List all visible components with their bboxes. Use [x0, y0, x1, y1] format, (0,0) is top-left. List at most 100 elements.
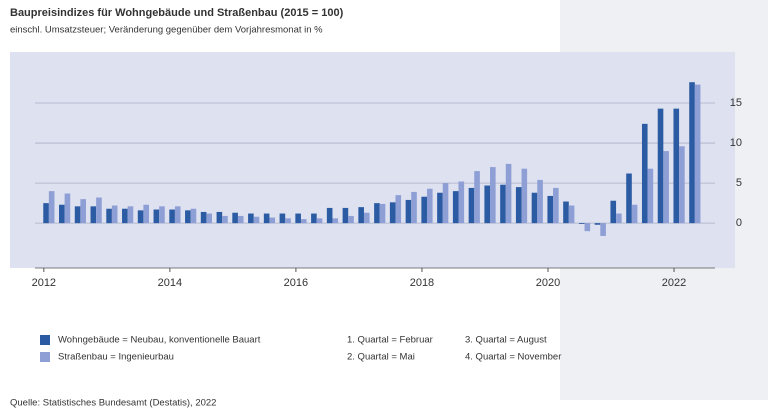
- bar: [694, 84, 701, 224]
- bar: [553, 187, 559, 224]
- bar: [689, 82, 695, 224]
- bar: [206, 213, 213, 224]
- bar: [594, 223, 601, 225]
- bar: [59, 204, 65, 224]
- bar: [279, 213, 286, 224]
- bar: [452, 191, 459, 224]
- bar: [185, 210, 191, 224]
- bar: [679, 146, 685, 224]
- bar: [531, 192, 538, 224]
- bar: [631, 204, 638, 224]
- x-tick-label: 2020: [536, 277, 560, 289]
- bar: [537, 179, 543, 224]
- bar: [159, 206, 165, 224]
- bar: [515, 187, 522, 224]
- legend-label: Straßenbau = Ingenieurbau: [58, 352, 174, 363]
- bar: [610, 200, 617, 224]
- bar: [426, 188, 433, 224]
- bar: [395, 195, 402, 224]
- bar: [600, 223, 606, 236]
- note: 1. Quartal = Februar: [347, 335, 433, 346]
- bar: [200, 211, 207, 224]
- bar: [474, 171, 480, 224]
- note: 3. Quartal = August: [465, 335, 547, 346]
- bar: [332, 218, 339, 224]
- bar: [500, 184, 506, 224]
- bar: [342, 207, 349, 224]
- bar: [568, 205, 575, 224]
- bar: [74, 206, 81, 224]
- x-tick-label: 2018: [410, 277, 434, 289]
- legend-swatch: [40, 352, 50, 362]
- bar: [300, 219, 307, 224]
- bar: [316, 218, 323, 224]
- bar: [547, 195, 554, 224]
- bar: [174, 206, 181, 224]
- chart-subtitle: einschl. Umsatzsteuer; Veränderung gegen…: [10, 25, 323, 36]
- x-tick-label: 2012: [32, 277, 56, 289]
- note: 2. Quartal = Mai: [347, 352, 415, 363]
- bar: [48, 191, 55, 224]
- bar: [374, 203, 380, 224]
- bar: [663, 151, 669, 224]
- bar: [127, 206, 134, 224]
- legend-swatch: [40, 335, 50, 345]
- bar: [263, 213, 270, 224]
- x-tick-label: 2016: [284, 277, 308, 289]
- bar: [411, 191, 417, 224]
- bar: [248, 213, 254, 224]
- bar: [311, 213, 317, 224]
- bar: [222, 215, 228, 224]
- bar: [405, 199, 412, 224]
- bar: [484, 185, 491, 224]
- bar: [358, 207, 364, 224]
- y-tick-label: 15: [730, 97, 742, 109]
- bar: [647, 168, 654, 224]
- bar: [269, 217, 276, 224]
- bar: [64, 193, 71, 224]
- bar: [96, 197, 102, 224]
- bar: [616, 213, 622, 224]
- bar: [389, 202, 396, 224]
- y-tick-label: 10: [730, 137, 742, 149]
- bar: [563, 201, 569, 224]
- bar: [326, 207, 333, 224]
- bar: [584, 223, 591, 232]
- bar: [237, 215, 244, 224]
- bar: [169, 209, 175, 224]
- bar: [641, 123, 648, 224]
- bar: [578, 223, 585, 224]
- bar: [216, 211, 223, 224]
- bar: [348, 215, 354, 224]
- bar: [232, 212, 238, 224]
- bar: [379, 203, 386, 224]
- bar: [657, 108, 664, 224]
- bar: [468, 187, 475, 224]
- y-tick-label: 5: [736, 177, 742, 189]
- bar: [190, 208, 197, 224]
- y-tick-label: 0: [736, 217, 742, 229]
- note: 4. Quartal = November: [465, 352, 561, 363]
- bar: [442, 183, 449, 224]
- bar: [253, 216, 260, 224]
- x-tick-label: 2022: [662, 277, 686, 289]
- bar: [437, 192, 443, 224]
- bar: [153, 209, 160, 224]
- plot-background: [10, 52, 735, 268]
- bar: [111, 205, 118, 224]
- bar: [673, 108, 680, 224]
- bar: [43, 203, 49, 224]
- bar: [295, 213, 301, 224]
- chart-title: Baupreisindizes für Wohngebäude und Stra…: [10, 7, 344, 19]
- bar: [421, 196, 427, 224]
- bar: [137, 210, 144, 224]
- bar: [80, 199, 86, 224]
- bar: [285, 218, 291, 224]
- bar: [363, 212, 370, 224]
- bar: [143, 204, 149, 224]
- bar: [458, 181, 465, 224]
- bar: [505, 163, 512, 224]
- bar: [490, 167, 496, 224]
